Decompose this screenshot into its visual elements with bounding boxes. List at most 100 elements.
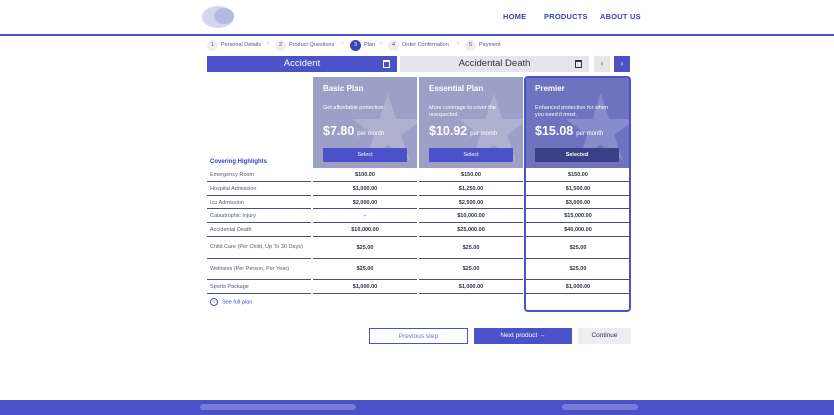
- trash-icon[interactable]: [383, 60, 390, 68]
- plan-price-value: $15.08: [535, 124, 574, 138]
- step-2-number: 2: [275, 40, 286, 51]
- cell-divider: [313, 208, 417, 209]
- cell-divider: [526, 258, 630, 259]
- next-product-button[interactable]: Next product →: [474, 328, 572, 344]
- see-full-plan-link[interactable]: i See full plan: [210, 298, 252, 306]
- continue-button[interactable]: Continue: [578, 328, 631, 344]
- cell-divider: [419, 222, 523, 223]
- step-2-label: Product Questions: [289, 42, 335, 48]
- select-plan-button[interactable]: Select: [429, 148, 513, 162]
- product-tab-label: Accidental Death: [458, 58, 531, 69]
- header-divider: [0, 34, 834, 36]
- step-3-number: 3: [350, 40, 361, 51]
- step-1-number: 1: [207, 40, 218, 51]
- row-label: Emergency Room: [210, 172, 255, 178]
- row-divider: [207, 195, 311, 196]
- plan-price-value: $10.92: [429, 124, 468, 138]
- chevron-right-icon: ›: [342, 41, 344, 47]
- product-tab-label: Accident: [283, 58, 321, 69]
- table-cell: $2,000.00: [352, 200, 378, 206]
- plan-card-premier: ★ Premier Enhanced protection for when y…: [525, 77, 630, 168]
- logo-icon[interactable]: [200, 4, 240, 30]
- plan-price: $15.08 per month: [535, 124, 603, 138]
- table-cell: $25.00: [462, 266, 480, 272]
- step-5-label: Payment: [479, 42, 501, 48]
- cell-divider: [419, 208, 523, 209]
- step-4-label: Order Confirmation: [402, 42, 449, 48]
- chevron-right-icon[interactable]: ›: [614, 56, 630, 72]
- cell-divider: [526, 181, 630, 182]
- table-cell: $25,000.00: [457, 227, 485, 233]
- previous-step-button[interactable]: Previous step: [369, 328, 468, 344]
- site-header: HOME PRODUCTS ABOUT US: [0, 0, 834, 34]
- plan-price-period: per month: [357, 131, 385, 137]
- row-label: Catastrophic Injury: [210, 213, 256, 219]
- cell-divider: [526, 208, 630, 209]
- cell-divider: [526, 293, 630, 294]
- cell-divider: [526, 222, 630, 223]
- table-cell: $25.00: [569, 245, 587, 251]
- chevron-left-icon[interactable]: ‹: [594, 56, 610, 72]
- row-divider: [207, 236, 311, 237]
- nav-home[interactable]: HOME: [503, 12, 527, 21]
- cell-divider: [526, 236, 630, 237]
- cell-divider: [419, 258, 523, 259]
- table-cell: $40,000.00: [564, 227, 592, 233]
- plan-description: Get affordable protection.: [323, 105, 385, 111]
- plan-name: Basic Plan: [323, 84, 364, 93]
- table-cell: $1,250.00: [458, 186, 484, 192]
- cell-divider: [313, 222, 417, 223]
- covering-highlights-title: Covering Highlights: [210, 159, 267, 165]
- row-divider: [207, 279, 311, 280]
- cell-divider: [313, 258, 417, 259]
- plan-card-basic: ★ Basic Plan Get affordable protection. …: [313, 77, 417, 168]
- see-full-plan-label: See full plan: [222, 299, 253, 306]
- cell-divider: [419, 195, 523, 196]
- footer-text-blurred: [200, 404, 356, 410]
- nav-about-us[interactable]: ABOUT US: [600, 12, 641, 21]
- plan-price: $7.80 per month: [323, 124, 384, 138]
- table-cell: $1,500.00: [565, 186, 591, 192]
- site-footer: [0, 400, 834, 415]
- step-3-label: Plan: [364, 42, 376, 48]
- cell-divider: [313, 279, 417, 280]
- footer-text-blurred: [562, 404, 638, 410]
- row-label: Child Care (Per Child, Up To 30 Days): [210, 244, 303, 250]
- row-divider: [207, 222, 311, 223]
- cell-divider: [313, 236, 417, 237]
- table-cell: $2,500.00: [458, 200, 484, 206]
- cell-divider: [313, 181, 417, 182]
- table-cell: $3,000.00: [565, 200, 591, 206]
- plan-description: Enhanced protection for when you need it…: [535, 105, 609, 118]
- step-5-number: 5: [465, 40, 476, 51]
- product-tab-accident[interactable]: Accident: [207, 56, 397, 72]
- table-cell: $25.00: [569, 266, 587, 272]
- cell-divider: [419, 279, 523, 280]
- table-cell: $1,000.00: [458, 284, 484, 290]
- row-label: Hospital Admission: [210, 186, 257, 192]
- table-cell: $25.00: [356, 266, 374, 272]
- row-divider: [207, 293, 311, 294]
- row-label: Sports Package: [210, 284, 249, 290]
- selected-plan-button[interactable]: Selected: [535, 148, 619, 162]
- table-cell: $1,000.00: [352, 186, 378, 192]
- cell-divider: [313, 195, 417, 196]
- table-cell: -: [364, 213, 366, 219]
- row-label: Accidental Death: [210, 227, 252, 233]
- table-cell: $100.00: [355, 172, 375, 178]
- nav-products[interactable]: PRODUCTS: [544, 12, 588, 21]
- product-tab-accidental-death[interactable]: Accidental Death: [400, 56, 589, 72]
- cell-divider: [419, 293, 523, 294]
- next-product-label: Next product: [500, 332, 538, 339]
- plan-name: Essential Plan: [429, 84, 484, 93]
- plan-price-period: per month: [576, 131, 604, 137]
- select-plan-button[interactable]: Select: [323, 148, 407, 162]
- table-cell: $25.00: [356, 245, 374, 251]
- trash-icon[interactable]: [575, 60, 582, 68]
- chevron-right-icon: ›: [267, 41, 269, 47]
- row-label: Icu Admission: [210, 200, 244, 206]
- plan-card-essential: ★ Essential Plan More coverage to cover …: [419, 77, 523, 168]
- cell-divider: [419, 181, 523, 182]
- chevron-right-icon: ›: [380, 41, 382, 47]
- row-divider: [207, 181, 311, 182]
